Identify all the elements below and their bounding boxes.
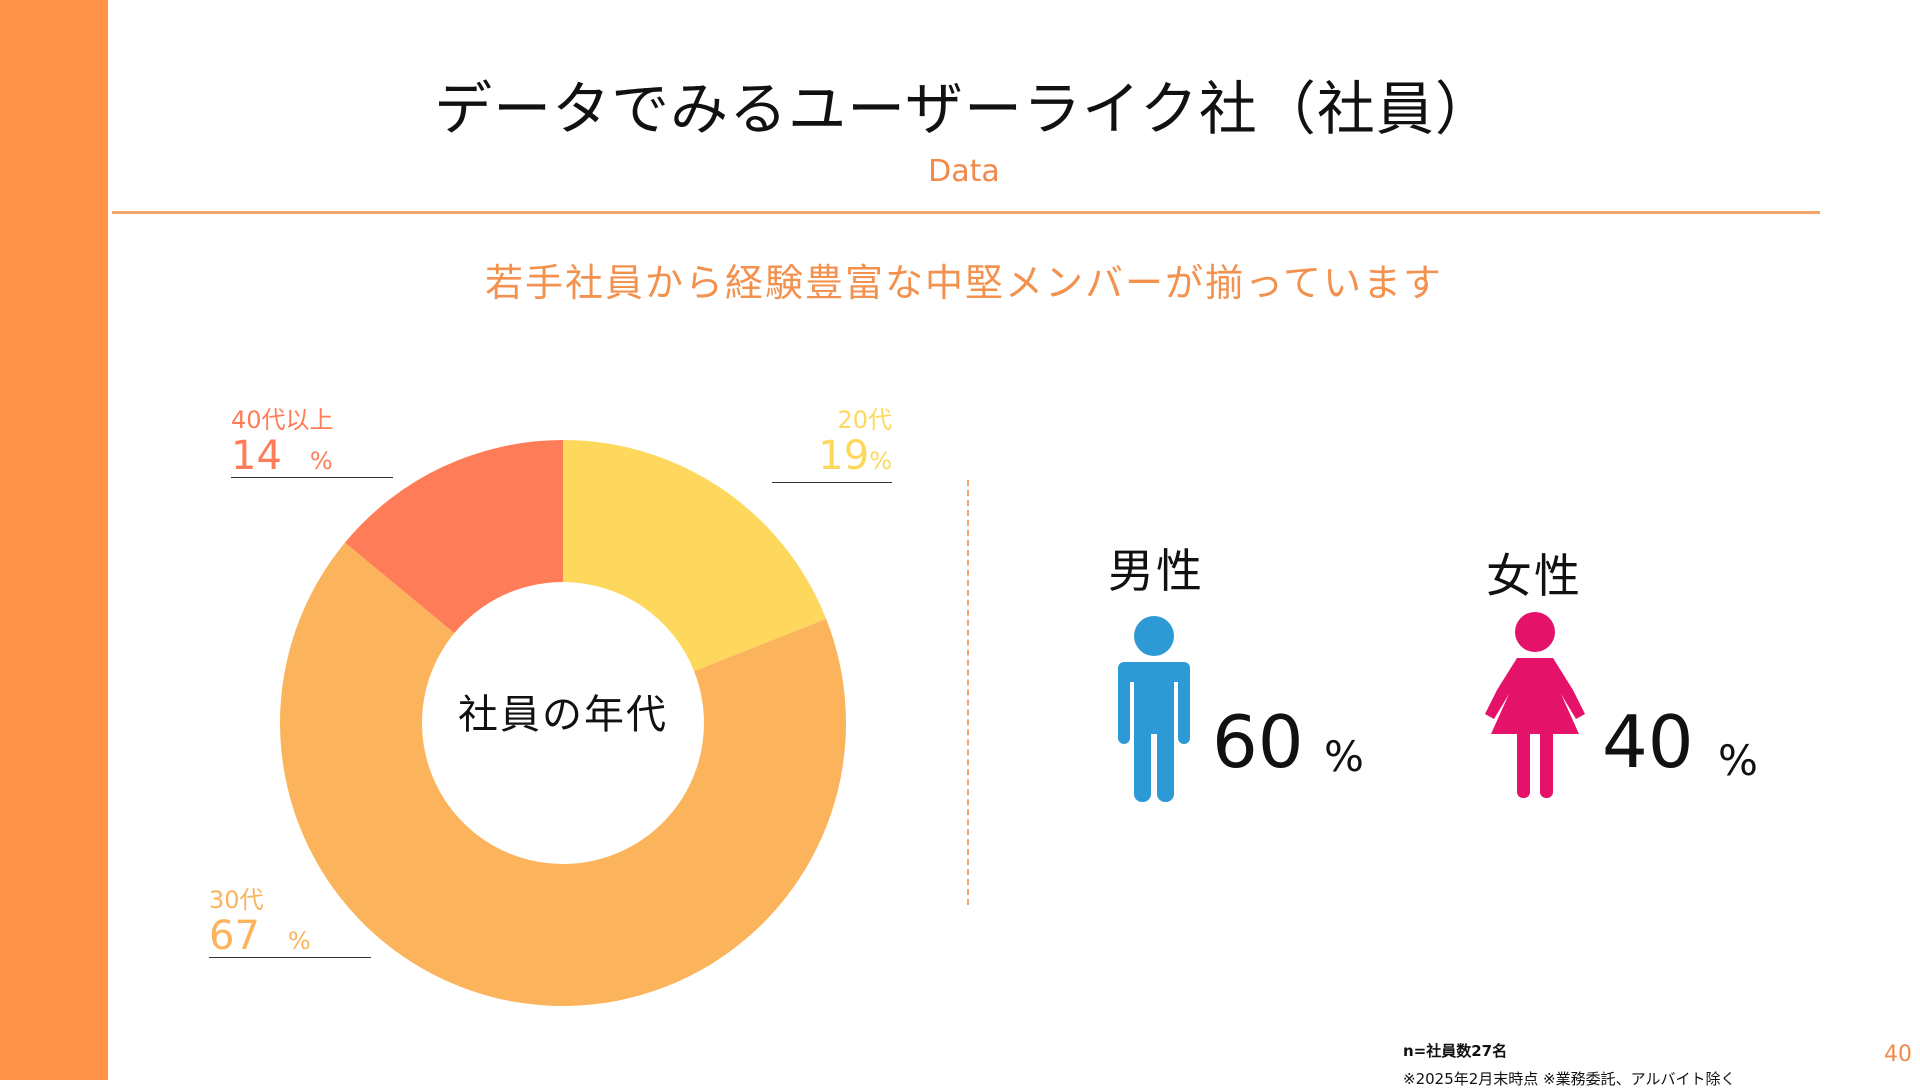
slice-name: 40代以上 <box>231 406 334 434</box>
slide-headline: 若手社員から経験豊富な中堅メンバーが揃っています <box>484 261 1444 305</box>
donut-center-label: 社員の年代 <box>458 692 668 738</box>
female-label: 女性 <box>1486 549 1582 603</box>
male-value: 60 <box>1212 700 1304 784</box>
slice-name: 30代 <box>209 886 264 914</box>
slide-title: データでみるユーザーライク社（社員） <box>434 75 1494 143</box>
slice-label-40s: 40代以上 14% <box>231 406 393 479</box>
female-unit: % <box>1718 736 1758 785</box>
slice-label-30s: 30代 67% <box>209 886 371 959</box>
slice-label-20s: 20代 19% <box>772 406 892 483</box>
page-number: 40 <box>1884 1042 1912 1067</box>
slice-unit: % <box>309 447 333 475</box>
label-underline <box>209 957 371 958</box>
male-person-icon <box>1118 616 1190 802</box>
slice-unit: % <box>287 927 311 955</box>
slice-value: 19 <box>818 433 870 479</box>
slice-name: 20代 <box>837 406 892 434</box>
female-person-icon <box>1485 612 1585 798</box>
slide-subtitle: Data <box>928 154 1000 189</box>
age-donut-chart <box>280 440 846 1006</box>
slice-value: 14 <box>231 433 282 479</box>
donut-slice-30s <box>280 542 846 1006</box>
female-value: 40 <box>1602 700 1694 784</box>
donut-slice-20s <box>563 440 827 672</box>
slice-value: 67 <box>209 913 260 959</box>
accent-sidebar <box>0 0 108 1080</box>
slice-unit: % <box>869 447 892 475</box>
male-label: 男性 <box>1108 544 1204 598</box>
male-unit: % <box>1324 732 1364 781</box>
section-divider <box>967 480 969 905</box>
footnote-count: n=社員数27名 <box>1403 1042 1508 1060</box>
footnote-date: ※2025年2月末時点 ※業務委託、アルバイト除く <box>1403 1070 1736 1088</box>
donut-slice-40s-plus <box>344 440 563 634</box>
label-underline <box>231 477 393 478</box>
title-divider <box>112 211 1820 214</box>
label-underline <box>772 482 892 483</box>
